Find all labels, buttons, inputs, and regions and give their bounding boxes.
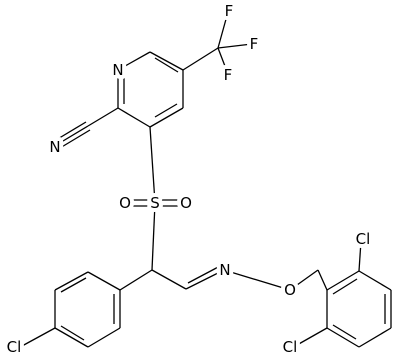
atom-label: F [225,2,234,20]
atom-label: F [224,66,233,84]
bonds [21,11,392,348]
atom-label: S [150,194,160,212]
atom-label: Cl [356,230,371,248]
atom-label: F [250,35,259,53]
atom-label: Cl [7,338,22,356]
atom-label: N [219,261,230,279]
atom-label: N [49,138,60,156]
atom-label: O [284,281,296,299]
atom-label: O [119,194,131,212]
atom-label: Cl [283,338,298,356]
atom-label: O [180,194,192,212]
atom-labels: F F F N N S O O N O Cl Cl Cl [3,0,375,356]
atom-label: N [112,61,123,79]
